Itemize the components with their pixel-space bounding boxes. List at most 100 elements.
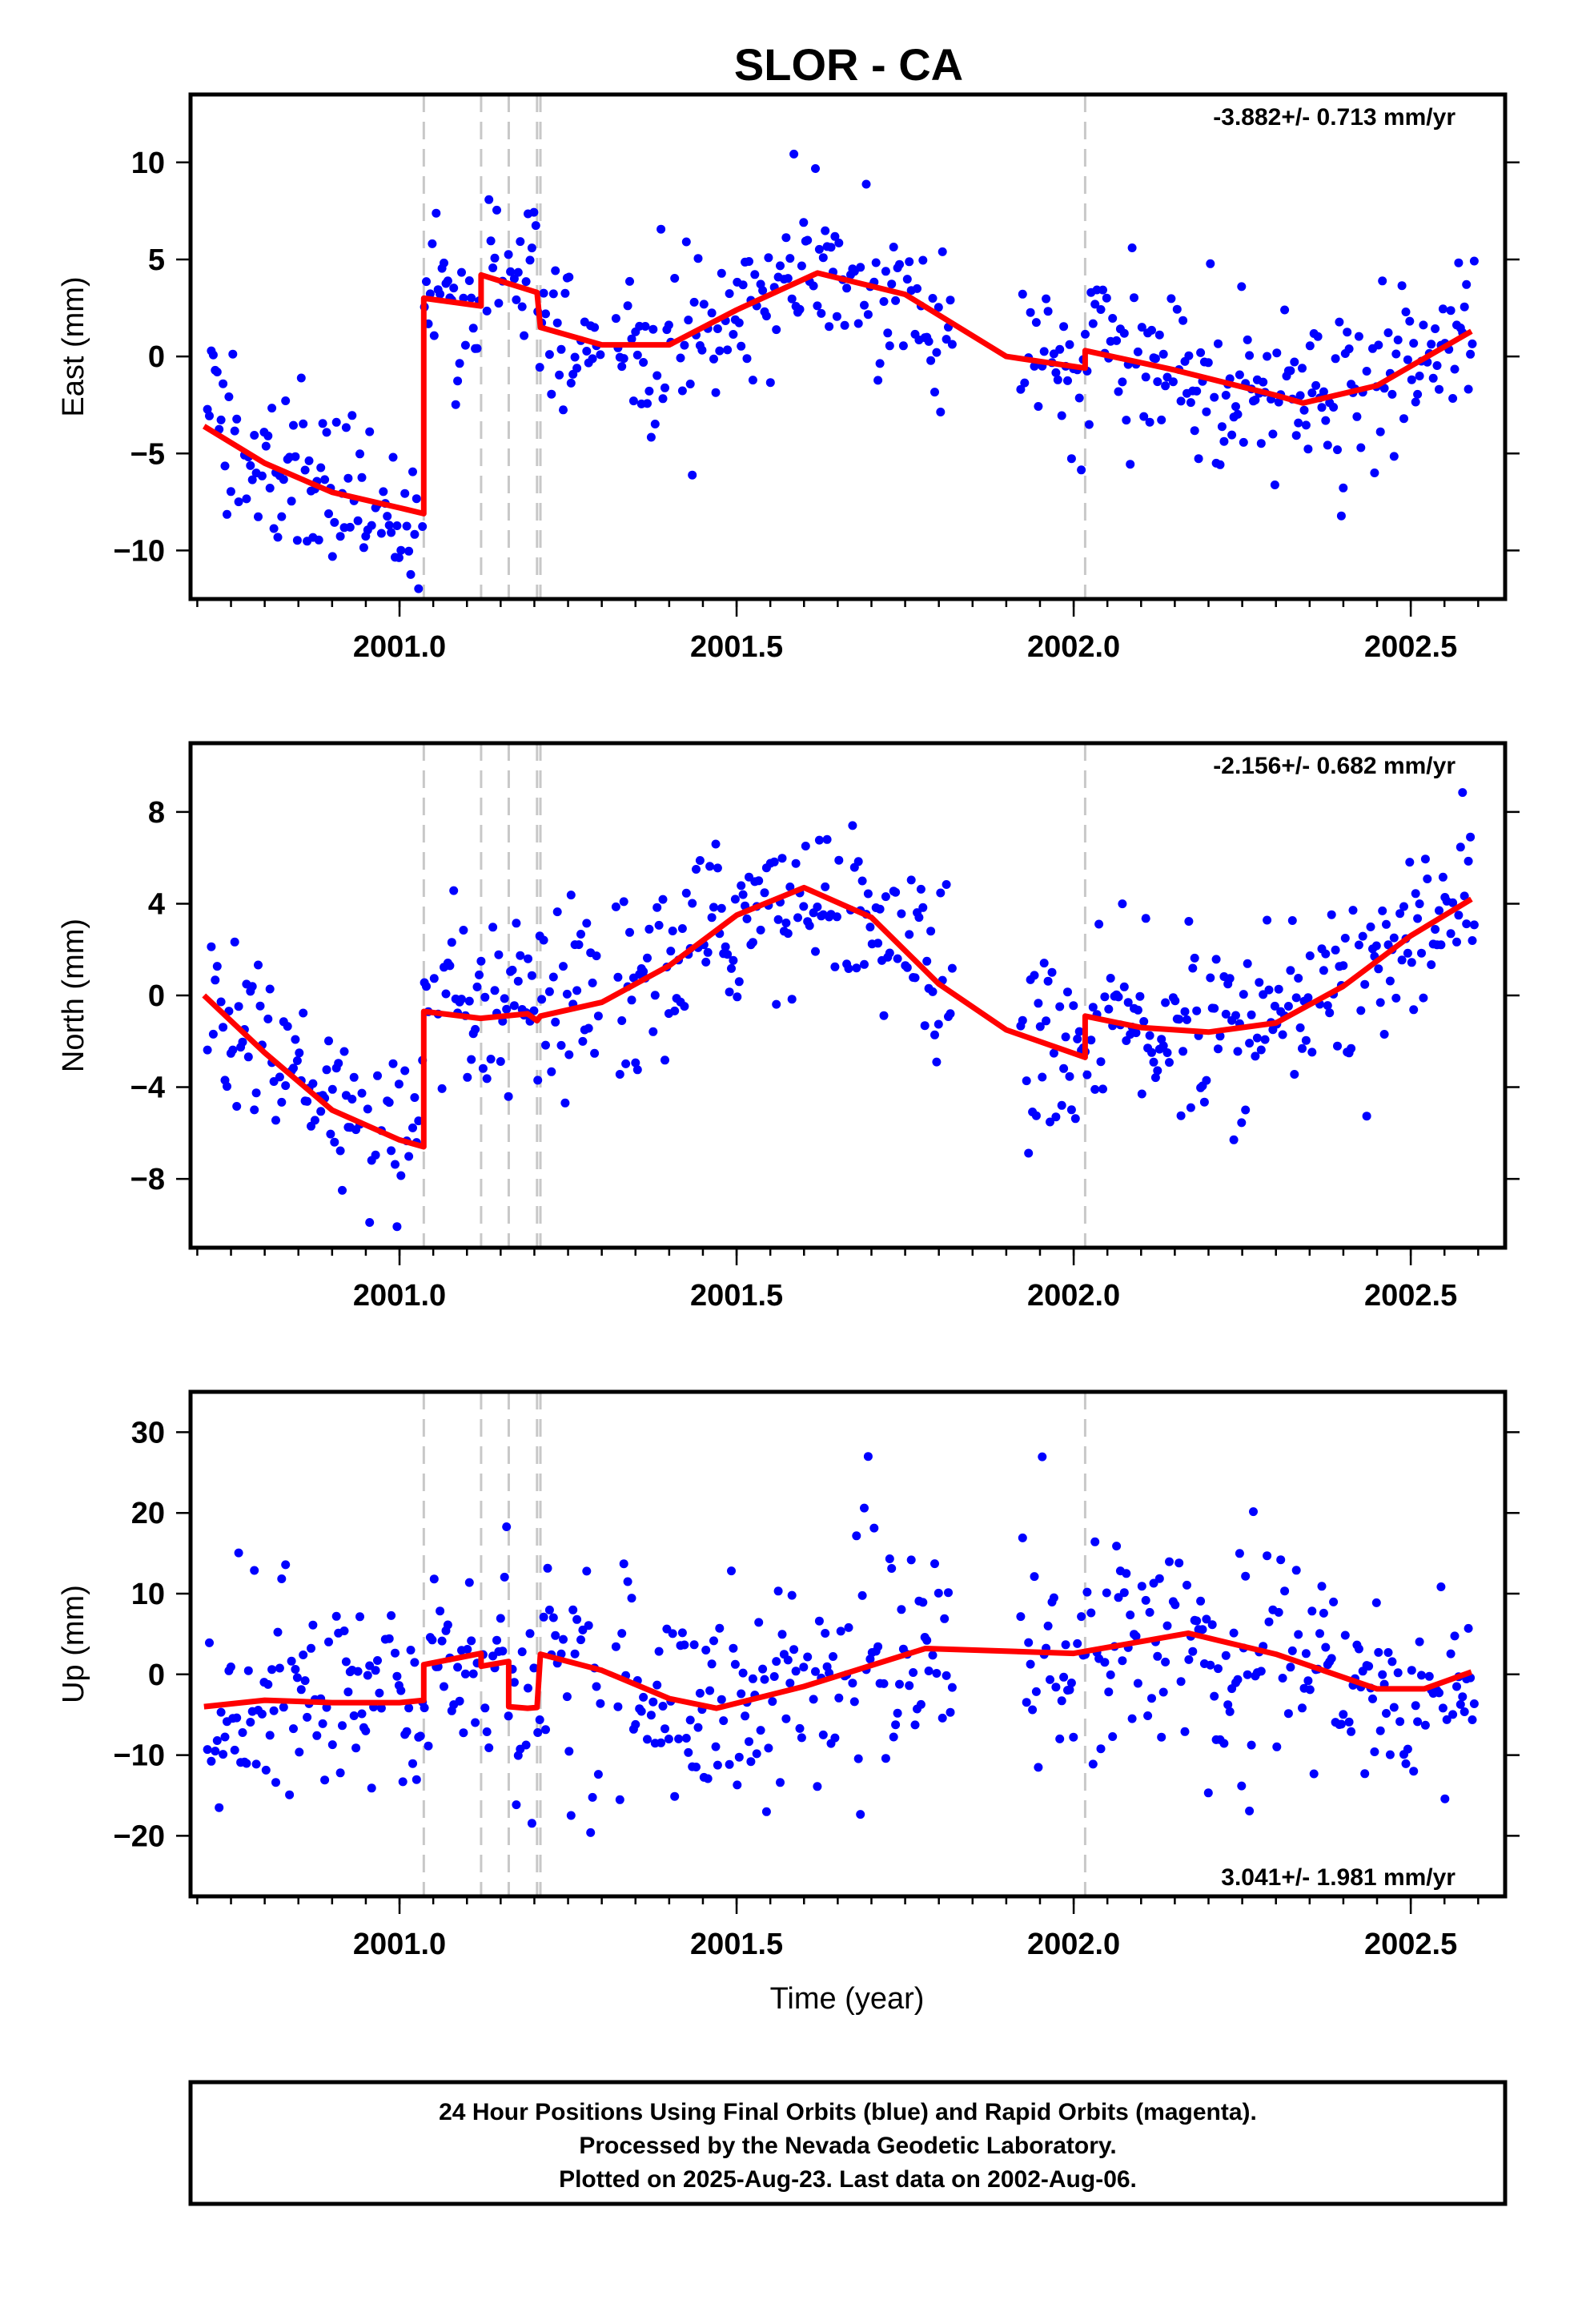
data-point bbox=[1059, 1672, 1069, 1682]
data-point bbox=[1360, 979, 1370, 989]
data-point bbox=[1295, 1023, 1305, 1032]
data-point bbox=[1100, 1658, 1110, 1667]
data-point bbox=[947, 1683, 957, 1692]
data-point bbox=[1051, 1112, 1061, 1122]
data-point bbox=[296, 1685, 306, 1695]
data-point bbox=[1026, 308, 1035, 317]
data-point bbox=[1237, 1781, 1247, 1791]
data-point bbox=[223, 509, 231, 519]
data-point bbox=[1336, 511, 1346, 521]
data-point bbox=[292, 1673, 302, 1683]
data-point bbox=[429, 974, 439, 983]
data-point bbox=[1153, 377, 1162, 387]
data-point bbox=[1436, 1582, 1446, 1591]
data-point bbox=[1100, 992, 1110, 1002]
data-point bbox=[650, 991, 660, 1000]
data-point bbox=[1042, 1016, 1051, 1026]
data-point bbox=[1259, 377, 1268, 387]
data-point bbox=[1411, 889, 1420, 899]
data-point bbox=[338, 1185, 347, 1195]
data-point bbox=[930, 1559, 939, 1569]
data-point bbox=[1327, 910, 1336, 919]
data-point bbox=[946, 1707, 955, 1717]
data-point bbox=[257, 1709, 267, 1719]
data-point bbox=[1319, 1608, 1328, 1618]
data-point bbox=[1339, 961, 1348, 971]
data-point bbox=[856, 263, 865, 272]
data-point bbox=[576, 930, 585, 939]
data-point bbox=[1225, 1707, 1235, 1716]
data-point bbox=[1215, 460, 1225, 469]
data-point bbox=[394, 1080, 404, 1089]
data-point bbox=[1026, 1659, 1035, 1669]
data-point bbox=[232, 1102, 242, 1111]
data-point bbox=[400, 1066, 410, 1076]
data-point bbox=[1190, 953, 1199, 963]
data-point bbox=[648, 1027, 658, 1036]
data-point bbox=[1287, 916, 1297, 925]
data-point bbox=[291, 452, 300, 461]
data-point bbox=[1118, 899, 1127, 909]
data-point bbox=[464, 276, 474, 285]
data-point bbox=[938, 1713, 947, 1723]
data-point bbox=[578, 1036, 588, 1046]
data-point bbox=[1214, 1664, 1223, 1674]
data-point bbox=[1389, 1703, 1399, 1712]
data-point bbox=[1114, 992, 1123, 1002]
data-point bbox=[1051, 1683, 1061, 1692]
data-point bbox=[232, 414, 242, 424]
data-point bbox=[387, 528, 396, 537]
data-point bbox=[910, 973, 920, 983]
data-point bbox=[1082, 1070, 1092, 1080]
data-point bbox=[632, 350, 642, 360]
data-point bbox=[418, 522, 428, 531]
data-point bbox=[1077, 1612, 1086, 1622]
data-point bbox=[1133, 1005, 1142, 1015]
data-point bbox=[1188, 963, 1198, 973]
x-tick-label: 2001.5 bbox=[690, 1928, 783, 1961]
data-point bbox=[1417, 948, 1426, 958]
data-point bbox=[1344, 1717, 1354, 1727]
data-point bbox=[1340, 1630, 1350, 1640]
data-point bbox=[316, 463, 326, 472]
data-point bbox=[488, 263, 498, 272]
data-point bbox=[1227, 430, 1237, 440]
data-point bbox=[1061, 1032, 1070, 1042]
data-point bbox=[205, 1638, 214, 1647]
data-point bbox=[1270, 1001, 1279, 1011]
data-point bbox=[905, 930, 914, 939]
data-point bbox=[1305, 341, 1315, 351]
data-point bbox=[1114, 1593, 1123, 1602]
data-point bbox=[805, 921, 814, 931]
data-point bbox=[291, 1035, 300, 1044]
data-point bbox=[220, 461, 230, 471]
data-point bbox=[251, 1088, 261, 1098]
data-point bbox=[1082, 1587, 1092, 1597]
data-point bbox=[1389, 933, 1399, 943]
data-point bbox=[548, 289, 558, 299]
data-point bbox=[703, 1774, 713, 1783]
data-point bbox=[1192, 1616, 1202, 1626]
data-point bbox=[1182, 1580, 1191, 1590]
data-point bbox=[1417, 1671, 1426, 1680]
data-points bbox=[203, 149, 1479, 593]
data-point bbox=[509, 1678, 519, 1687]
data-point bbox=[371, 1150, 380, 1160]
data-point bbox=[1431, 324, 1440, 333]
data-point bbox=[556, 1040, 566, 1050]
data-point bbox=[1051, 368, 1061, 377]
data-point bbox=[429, 1574, 439, 1584]
data-point bbox=[1301, 420, 1311, 430]
data-point bbox=[1221, 1651, 1231, 1660]
data-point bbox=[459, 1728, 468, 1738]
data-point bbox=[1460, 1707, 1469, 1716]
data-point bbox=[875, 359, 885, 368]
data-point bbox=[1309, 1769, 1319, 1779]
data-point bbox=[1354, 332, 1363, 341]
data-point bbox=[593, 1011, 603, 1021]
data-point bbox=[588, 354, 597, 364]
data-point bbox=[617, 362, 627, 372]
data-point bbox=[783, 1655, 793, 1665]
data-point bbox=[913, 283, 921, 293]
data-point bbox=[685, 380, 695, 388]
